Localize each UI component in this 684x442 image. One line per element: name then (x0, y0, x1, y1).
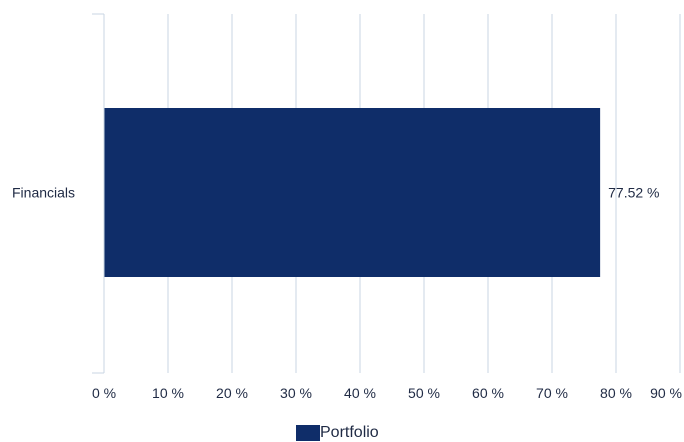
labels: 77.52 % Financials 0 % 10 % 20 % 30 % 40 % 50 %… (12, 185, 682, 402)
data-label-financials: 77.52 % (608, 185, 659, 201)
category-label-financials: Financials (12, 185, 75, 201)
bars (104, 108, 601, 277)
x-tick-label-80: 80 % (600, 385, 632, 401)
legend-label-portfolio: Portfolio (320, 424, 379, 441)
x-tick-label-90: 90 % (650, 385, 682, 401)
x-tick-label-60: 60 % (472, 385, 504, 401)
x-tick-label-20: 20 % (216, 385, 248, 401)
x-tick-label-70: 70 % (536, 385, 568, 401)
x-tick-label-10: 10 % (152, 385, 184, 401)
x-tick-label-50: 50 % (408, 385, 440, 401)
legend-swatch-portfolio (296, 425, 320, 441)
legend: Portfolio (296, 424, 379, 442)
x-tick-label-30: 30 % (280, 385, 312, 401)
bar-financials (104, 108, 601, 277)
axes (92, 13, 105, 374)
x-tick-label-0: 0 % (92, 385, 116, 401)
x-tick-label-40: 40 % (344, 385, 376, 401)
